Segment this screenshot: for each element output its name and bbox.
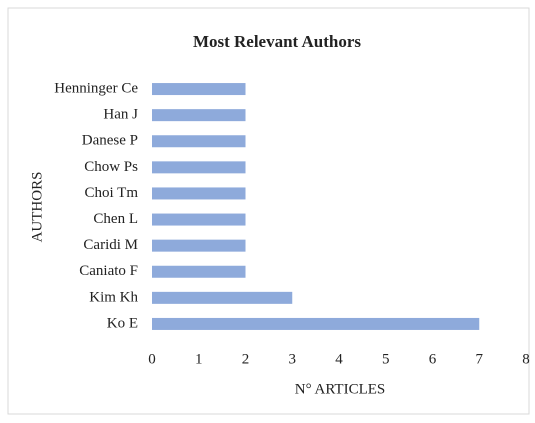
- bar: [152, 291, 293, 304]
- y-tick-label: Choi Tm: [85, 185, 139, 201]
- chart-title: Most Relevant Authors: [193, 32, 361, 51]
- x-tick-label: 3: [289, 351, 297, 367]
- x-tick-label: 1: [195, 351, 203, 367]
- y-tick-label: Caniato F: [79, 263, 138, 279]
- bar: [152, 187, 246, 200]
- x-tick-label: 6: [429, 351, 437, 367]
- x-tick-label: 2: [242, 351, 250, 367]
- y-tick-label: Ko E: [107, 315, 138, 331]
- y-tick-label: Danese P: [82, 133, 138, 149]
- y-tick-label: Chow Ps: [84, 159, 138, 175]
- bar: [152, 265, 246, 278]
- bar: [152, 109, 246, 122]
- y-tick-label: Henninger Ce: [54, 80, 138, 96]
- x-tick-label: 5: [382, 351, 390, 367]
- x-tick-label: 8: [522, 351, 530, 367]
- x-tick-label: 7: [476, 351, 484, 367]
- y-tick-label: Chen L: [93, 211, 138, 227]
- x-tick-label: 4: [335, 351, 343, 367]
- y-tick-label: Han J: [103, 107, 138, 123]
- y-tick-label: Kim Kh: [89, 289, 138, 305]
- chart-border: [7, 7, 530, 415]
- bar: [152, 161, 246, 174]
- bar: [152, 317, 480, 330]
- bar: [152, 239, 246, 252]
- bar: [152, 135, 246, 148]
- x-tick-label: 0: [148, 351, 156, 367]
- y-tick-label: Caridi M: [83, 237, 138, 253]
- y-axis-label: AUTHORS: [29, 172, 45, 243]
- bar: [152, 213, 246, 226]
- bar: [152, 83, 246, 96]
- x-axis-label: N° ARTICLES: [295, 381, 386, 397]
